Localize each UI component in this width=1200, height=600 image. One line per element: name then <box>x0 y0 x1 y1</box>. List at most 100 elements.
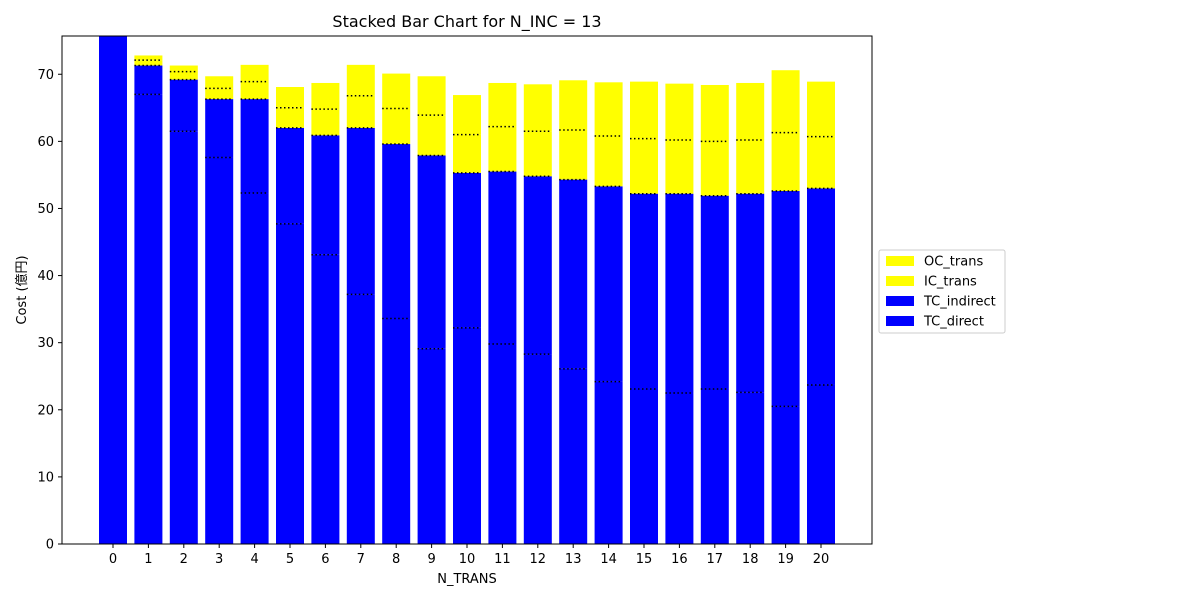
x-tick-label-10: 10 <box>459 552 476 567</box>
x-tick-label-2: 2 <box>180 552 188 567</box>
bar-OC_trans-4 <box>240 64 269 82</box>
y-tick-label-10: 10 <box>37 470 54 485</box>
bar-OC_trans-12 <box>523 84 552 132</box>
bar-TC_direct-2 <box>169 131 198 545</box>
y-tick-label-20: 20 <box>37 403 54 418</box>
bar-IC_trans-10 <box>453 134 481 173</box>
bar-OC_trans-10 <box>453 95 481 135</box>
bar-OC_trans-18 <box>736 82 765 141</box>
bar-TC_indirect-9 <box>417 155 446 349</box>
y-tick-label-70: 70 <box>37 68 54 83</box>
bar-TC_direct-0 <box>99 36 127 544</box>
bar-IC_trans-7 <box>346 95 375 128</box>
bar-TC_direct-6 <box>311 254 340 544</box>
bar-IC_trans-16 <box>665 140 694 194</box>
legend-label-TC_indirect: TC_indirect <box>923 295 996 310</box>
bar-TC_indirect-17 <box>700 195 729 389</box>
bar-TC_indirect-7 <box>346 127 375 295</box>
bar-IC_trans-9 <box>417 115 446 156</box>
bar-TC_direct-5 <box>276 223 304 544</box>
bar-IC_trans-5 <box>276 107 304 128</box>
bar-TC_direct-8 <box>382 318 411 544</box>
bar-IC_trans-3 <box>205 88 234 100</box>
bar-TC_direct-11 <box>488 344 517 544</box>
bar-IC_trans-2 <box>169 71 198 80</box>
x-tick-label-18: 18 <box>742 552 759 567</box>
bar-OC_trans-1 <box>134 55 163 61</box>
bar-TC_indirect-3 <box>205 99 234 158</box>
bar-TC_direct-20 <box>807 384 835 544</box>
bar-TC_indirect-18 <box>736 193 765 393</box>
x-tick-label-13: 13 <box>565 552 582 567</box>
legend-label-IC_trans: IC_trans <box>924 275 977 290</box>
bar-TC_indirect-13 <box>559 179 588 369</box>
y-tick-label-50: 50 <box>37 202 54 217</box>
bar-TC_indirect-8 <box>382 144 411 319</box>
bar-TC_direct-10 <box>453 327 481 544</box>
bar-OC_trans-2 <box>169 65 198 72</box>
x-tick-label-4: 4 <box>250 552 258 567</box>
legend: OC_trans IC_trans TC_indirect TC_direct <box>878 249 1006 334</box>
x-tick-label-8: 8 <box>392 552 400 567</box>
bar-TC_indirect-15 <box>630 193 658 389</box>
bar-IC_trans-11 <box>488 126 517 172</box>
bar-TC_direct-9 <box>417 348 446 544</box>
y-tick-label-60: 60 <box>37 135 54 150</box>
bar-IC_trans-1 <box>134 60 163 66</box>
bar-TC_direct-13 <box>559 368 588 544</box>
legend-swatch-TC_direct <box>886 316 914 326</box>
x-tick-label-9: 9 <box>427 552 435 567</box>
bar-IC_trans-8 <box>382 108 411 145</box>
y-tick-label-0: 0 <box>46 538 54 553</box>
x-tick-label-1: 1 <box>144 552 152 567</box>
bar-OC_trans-15 <box>630 81 658 139</box>
legend-label-TC_direct: TC_direct <box>923 315 984 330</box>
x-axis: 0 1 2 3 4 5 6 7 8 9 10 11 12 13 14 15 16 17 18 19 20 <box>109 544 829 567</box>
y-tick-label-30: 30 <box>37 336 54 351</box>
x-tick-label-0: 0 <box>109 552 117 567</box>
bar-OC_trans-9 <box>417 76 446 116</box>
x-tick-label-15: 15 <box>636 552 653 567</box>
legend-label-OC_trans: OC_trans <box>924 255 983 270</box>
bar-TC_indirect-1 <box>134 65 163 95</box>
x-tick-label-14: 14 <box>600 552 617 567</box>
legend-swatch-OC_trans <box>886 256 914 266</box>
bar-TC_indirect-10 <box>453 172 481 328</box>
bar-IC_trans-4 <box>240 81 269 100</box>
bar-TC_indirect-6 <box>311 135 340 255</box>
bar-TC_indirect-11 <box>488 171 517 345</box>
bar-IC_trans-13 <box>559 129 588 180</box>
bar-OC_trans-11 <box>488 82 517 127</box>
bar-TC_indirect-14 <box>594 186 623 382</box>
bar-IC_trans-6 <box>311 109 340 136</box>
y-axis-label: Cost (億円) <box>14 255 30 324</box>
x-tick-label-17: 17 <box>707 552 724 567</box>
y-tick-label-40: 40 <box>37 269 54 284</box>
bar-TC_indirect-5 <box>276 127 304 224</box>
bar-TC_direct-1 <box>134 94 163 545</box>
y-axis: 0 10 20 30 40 50 60 70 <box>37 68 62 553</box>
bar-OC_trans-19 <box>771 70 800 133</box>
bar-IC_trans-19 <box>771 132 800 192</box>
bar-TC_direct-3 <box>205 157 234 544</box>
x-axis-label: N_TRANS <box>437 572 497 587</box>
bar-TC_direct-14 <box>594 381 623 544</box>
bar-OC_trans-3 <box>205 76 234 89</box>
bar-TC_indirect-19 <box>771 191 800 407</box>
bar-TC_direct-4 <box>240 193 269 544</box>
segment-dividers <box>134 59 835 408</box>
bar-TC_indirect-16 <box>665 193 694 394</box>
bar-IC_trans-20 <box>807 136 835 189</box>
bar-TC_direct-16 <box>665 393 694 544</box>
bar-TC_direct-15 <box>630 388 658 544</box>
x-tick-label-6: 6 <box>321 552 329 567</box>
chart-title: Stacked Bar Chart for N_INC = 13 <box>332 12 601 32</box>
x-tick-label-19: 19 <box>777 552 794 567</box>
bar-TC_indirect-4 <box>240 99 269 194</box>
bar-OC_trans-7 <box>346 64 375 96</box>
x-tick-label-5: 5 <box>286 552 294 567</box>
x-tick-label-3: 3 <box>215 552 223 567</box>
bar-OC_trans-6 <box>311 82 340 110</box>
bar-TC_direct-17 <box>700 388 729 544</box>
